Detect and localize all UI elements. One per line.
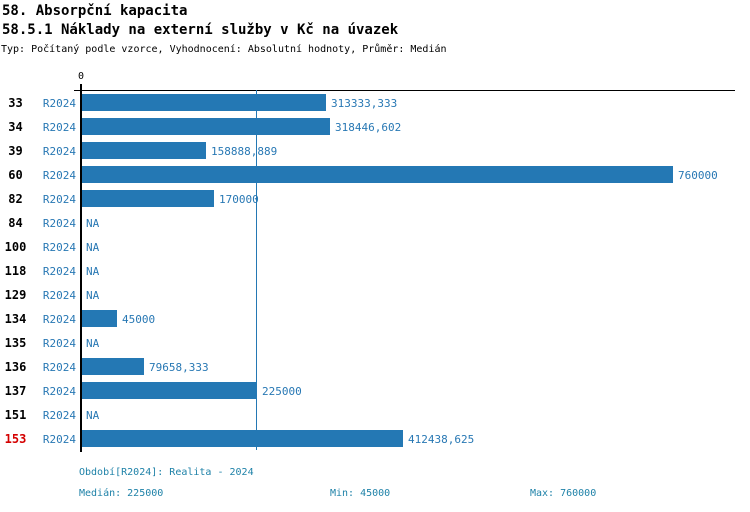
page-title: 58. Absorpční kapacita bbox=[2, 3, 188, 19]
bar-value-label: 170000 bbox=[219, 193, 259, 206]
value-bar bbox=[82, 310, 117, 327]
row-series-label: R2024 bbox=[42, 241, 76, 254]
row-category-label: 33 bbox=[8, 96, 23, 110]
bar-value-label: 45000 bbox=[122, 313, 156, 326]
row-series-label: R2024 bbox=[42, 313, 76, 326]
value-bar bbox=[82, 430, 403, 447]
row-category-label: 151 bbox=[4, 408, 27, 422]
footer-min-stat: Min: 45000 bbox=[330, 488, 391, 499]
bar-value-label: NA bbox=[86, 217, 100, 230]
row-category-label: 134 bbox=[4, 312, 27, 326]
bar-value-label: 318446,602 bbox=[335, 121, 402, 134]
value-bar bbox=[82, 142, 206, 159]
value-bar bbox=[82, 190, 214, 207]
chart-row: 135 R2024 NA bbox=[0, 331, 750, 355]
bar-value-label: NA bbox=[86, 265, 100, 278]
bar-value-label: 412438,625 bbox=[408, 433, 475, 446]
x-axis-line bbox=[74, 90, 735, 91]
chart-row: 33 R2024 313333,333 bbox=[0, 91, 750, 115]
bar-value-label: 79658,333 bbox=[149, 361, 209, 374]
footer-max-stat: Max: 760000 bbox=[530, 488, 597, 499]
row-category-label: 39 bbox=[8, 144, 23, 158]
chart-row: 100 R2024 NA bbox=[0, 235, 750, 259]
row-series-label: R2024 bbox=[42, 193, 76, 206]
row-category-label: 118 bbox=[4, 264, 27, 278]
row-category-label: 135 bbox=[4, 336, 27, 350]
row-category-label: 100 bbox=[4, 240, 27, 254]
chart-row: 118 R2024 NA bbox=[0, 259, 750, 283]
bar-value-label: 158888,889 bbox=[211, 145, 278, 158]
chart-row: 134 R2024 45000 bbox=[0, 307, 750, 331]
row-category-label: 84 bbox=[8, 216, 23, 230]
bar-value-label: 313333,333 bbox=[331, 97, 398, 110]
value-bar bbox=[82, 358, 144, 375]
chart-row: 137 R2024 225000 bbox=[0, 379, 750, 403]
chart-row: 136 R2024 79658,333 bbox=[0, 355, 750, 379]
row-category-label: 153 bbox=[4, 432, 27, 446]
chart-row: 60 R2024 760000 bbox=[0, 163, 750, 187]
bar-value-label: NA bbox=[86, 337, 100, 350]
median-reference-line bbox=[256, 90, 257, 450]
value-bar bbox=[82, 166, 673, 183]
chart-row: 153 R2024 412438,625 bbox=[0, 427, 750, 451]
row-category-label: 34 bbox=[8, 120, 23, 134]
row-series-label: R2024 bbox=[42, 169, 76, 182]
row-category-label: 137 bbox=[4, 384, 27, 398]
row-category-label: 129 bbox=[4, 288, 27, 302]
chart-row: 84 R2024 NA bbox=[0, 211, 750, 235]
chart-row: 34 R2024 318446,602 bbox=[0, 115, 750, 139]
chart-row: 39 R2024 158888,889 bbox=[0, 139, 750, 163]
value-bar bbox=[82, 94, 326, 111]
row-series-label: R2024 bbox=[42, 145, 76, 158]
bar-value-label: NA bbox=[86, 241, 100, 254]
row-series-label: R2024 bbox=[42, 265, 76, 278]
row-category-label: 60 bbox=[8, 168, 23, 182]
x-axis-zero-tick-label: 0 bbox=[77, 71, 85, 82]
row-series-label: R2024 bbox=[42, 337, 76, 350]
chart-meta-info: Typ: Počítaný podle vzorce, Vyhodnocení:… bbox=[1, 44, 447, 55]
footer-period-label: Období[R2024]: Realita - 2024 bbox=[79, 467, 254, 478]
row-series-label: R2024 bbox=[42, 121, 76, 134]
row-series-label: R2024 bbox=[42, 289, 76, 302]
row-series-label: R2024 bbox=[42, 361, 76, 374]
footer-median-stat: Medián: 225000 bbox=[79, 488, 164, 499]
row-series-label: R2024 bbox=[42, 97, 76, 110]
chart-row: 151 R2024 NA bbox=[0, 403, 750, 427]
row-category-label: 136 bbox=[4, 360, 27, 374]
row-series-label: R2024 bbox=[42, 433, 76, 446]
chart-title: 58.5.1 Náklady na externí služby v Kč na… bbox=[2, 22, 399, 38]
bar-value-label: 225000 bbox=[262, 385, 302, 398]
value-bar bbox=[82, 118, 330, 135]
bar-value-label: NA bbox=[86, 289, 100, 302]
row-series-label: R2024 bbox=[42, 409, 76, 422]
chart-row: 82 R2024 170000 bbox=[0, 187, 750, 211]
row-category-label: 82 bbox=[8, 192, 23, 206]
value-bar bbox=[82, 382, 257, 399]
row-series-label: R2024 bbox=[42, 217, 76, 230]
row-series-label: R2024 bbox=[42, 385, 76, 398]
bar-value-label: 760000 bbox=[678, 169, 718, 182]
chart-row: 129 R2024 NA bbox=[0, 283, 750, 307]
bar-value-label: NA bbox=[86, 409, 100, 422]
y-axis-line bbox=[80, 84, 82, 452]
chart-rows: 33 R2024 313333,333 34 R2024 318446,602 … bbox=[0, 91, 750, 451]
